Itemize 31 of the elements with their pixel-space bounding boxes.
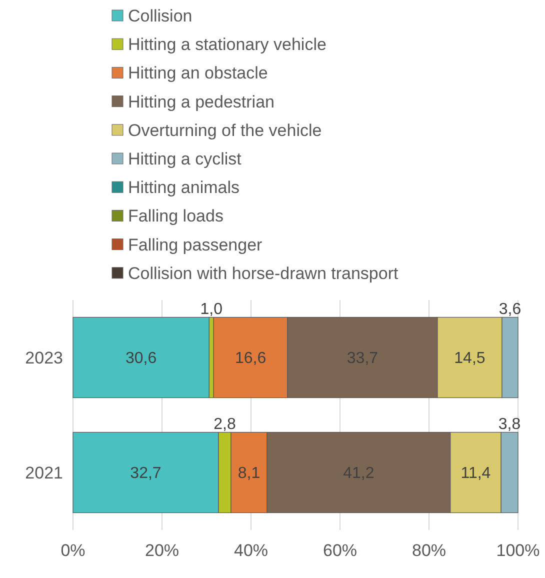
data-label: 2,8 [214,416,236,433]
data-label: 1,0 [200,300,223,318]
legend-label: Hitting a pedestrian [128,92,274,112]
data-label: 3,6 [498,300,522,318]
legend-label: Hitting a cyclist [128,149,242,168]
y-tick-label: 2023 [25,348,63,368]
data-label: 32,7 [130,465,162,482]
legend-label: Hitting an obstacle [128,64,268,83]
data-label: 3,8 [498,416,521,433]
legend-label: Falling loads [128,206,224,226]
legend-label: Overturning of the vehicle [128,120,322,140]
legend-label: Hitting a stationary vehicle [128,35,326,54]
data-label: 11,4 [460,465,491,482]
legend-label: Hitting animals [128,178,240,198]
x-tick-label: 20% [144,540,180,560]
x-tick-label: 0% [60,540,86,560]
data-label: 33,7 [346,350,378,368]
data-label: 14,5 [454,350,486,368]
legend-label: Collision with horse-drawn transport [128,264,398,283]
x-tick-label: 100% [496,540,540,560]
data-label: 8,1 [238,465,260,482]
x-tick-label: 80% [412,540,446,560]
data-label: 30,6 [126,350,157,368]
x-tick-label: 40% [234,540,268,560]
data-label: 41,2 [343,465,374,482]
x-tick-label: 60% [322,540,358,560]
legend-label: Falling passenger [128,235,263,254]
data-label: 16,6 [234,350,266,368]
legend-label: Collision [128,6,192,26]
bar [72,316,210,398]
y-tick-label: 2021 [25,463,63,482]
